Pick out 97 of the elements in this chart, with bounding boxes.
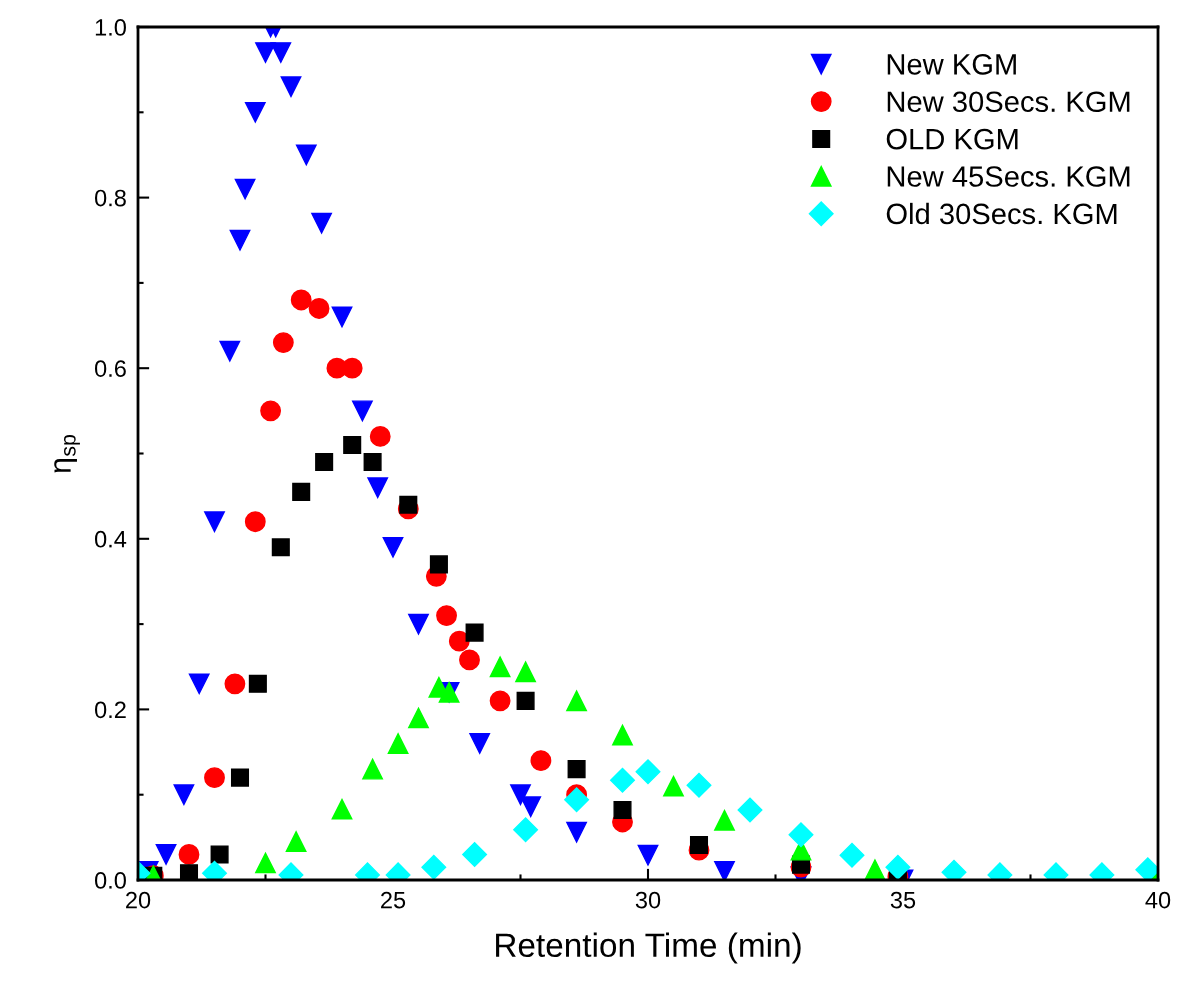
point [295,144,317,166]
point [429,555,448,574]
legend-label: New 30Secs. KGM [887,91,1130,113]
point [387,733,409,754]
point [270,42,292,64]
point [204,767,225,789]
point [244,511,266,533]
legend-label: Old 30Secs. KGM [886,202,1117,225]
y-tick-label: 0.2 [94,701,126,719]
point [173,784,195,806]
point [421,854,447,880]
point [663,775,684,797]
point [367,477,389,499]
y-axis-title: η$_{sp}$ [54,435,80,473]
point [465,623,484,642]
legend-label: OLD KGM [886,128,1018,150]
point [489,690,511,712]
point [341,357,363,379]
point [399,495,418,514]
point [737,797,763,823]
point [179,864,199,880]
point [210,845,229,864]
point [255,42,276,64]
point [635,759,661,785]
point [469,733,491,754]
point [260,400,282,422]
point [864,859,886,880]
point [285,831,307,853]
point [459,649,480,671]
point [219,340,241,362]
point [369,426,391,447]
point [567,760,586,779]
point [530,750,552,771]
point [564,787,590,813]
point [515,661,537,683]
x-tick-label: 25 [381,891,406,909]
point [566,821,588,843]
point [566,690,588,712]
point [230,768,250,787]
point [516,691,535,710]
point [234,178,256,200]
point [224,673,246,695]
point [436,605,457,626]
y-tick-label: 0.4 [94,530,127,548]
point [885,854,911,880]
point [408,707,429,729]
point [255,852,276,874]
point [637,844,659,866]
point [510,784,531,806]
y-tick-label: 0.0 [94,872,126,889]
point [448,630,470,652]
point [686,772,712,798]
point [188,673,210,695]
point [311,212,333,234]
x-tick-label: 40 [1145,891,1171,909]
point [520,796,542,818]
point [331,306,353,328]
point [343,435,362,454]
point [612,724,633,746]
point [788,822,814,848]
x-tick-label: 20 [126,891,151,909]
y-tick-label: 1.0 [95,19,126,36]
point [315,453,334,472]
point [292,482,311,501]
point [351,400,373,422]
y-tick-label: 0.6 [94,360,126,377]
x-tick-label: 35 [890,891,916,909]
point [244,101,266,123]
point [462,841,488,867]
x-axis-title: Retention Time (min) [496,932,801,964]
y-tick-label: 0.8 [94,189,126,207]
point [839,842,865,868]
point [362,758,384,780]
point [229,229,251,251]
x-tick-label: 30 [635,891,661,909]
point [248,674,267,693]
point [714,809,735,831]
point [178,843,200,865]
point [331,798,353,820]
point [613,801,632,820]
point [610,767,635,793]
point [271,538,290,557]
point [408,613,429,635]
point [382,536,404,558]
point [689,835,709,855]
point [280,76,302,98]
point [272,332,294,354]
point [714,861,735,880]
legend-label: New KGM [887,54,1016,75]
point [489,656,511,678]
point [363,453,382,472]
point [290,289,312,311]
point [308,298,330,319]
point [513,817,539,843]
point [155,843,177,865]
point [204,511,225,533]
legend-label: New 45Secs. KGM [887,166,1130,187]
